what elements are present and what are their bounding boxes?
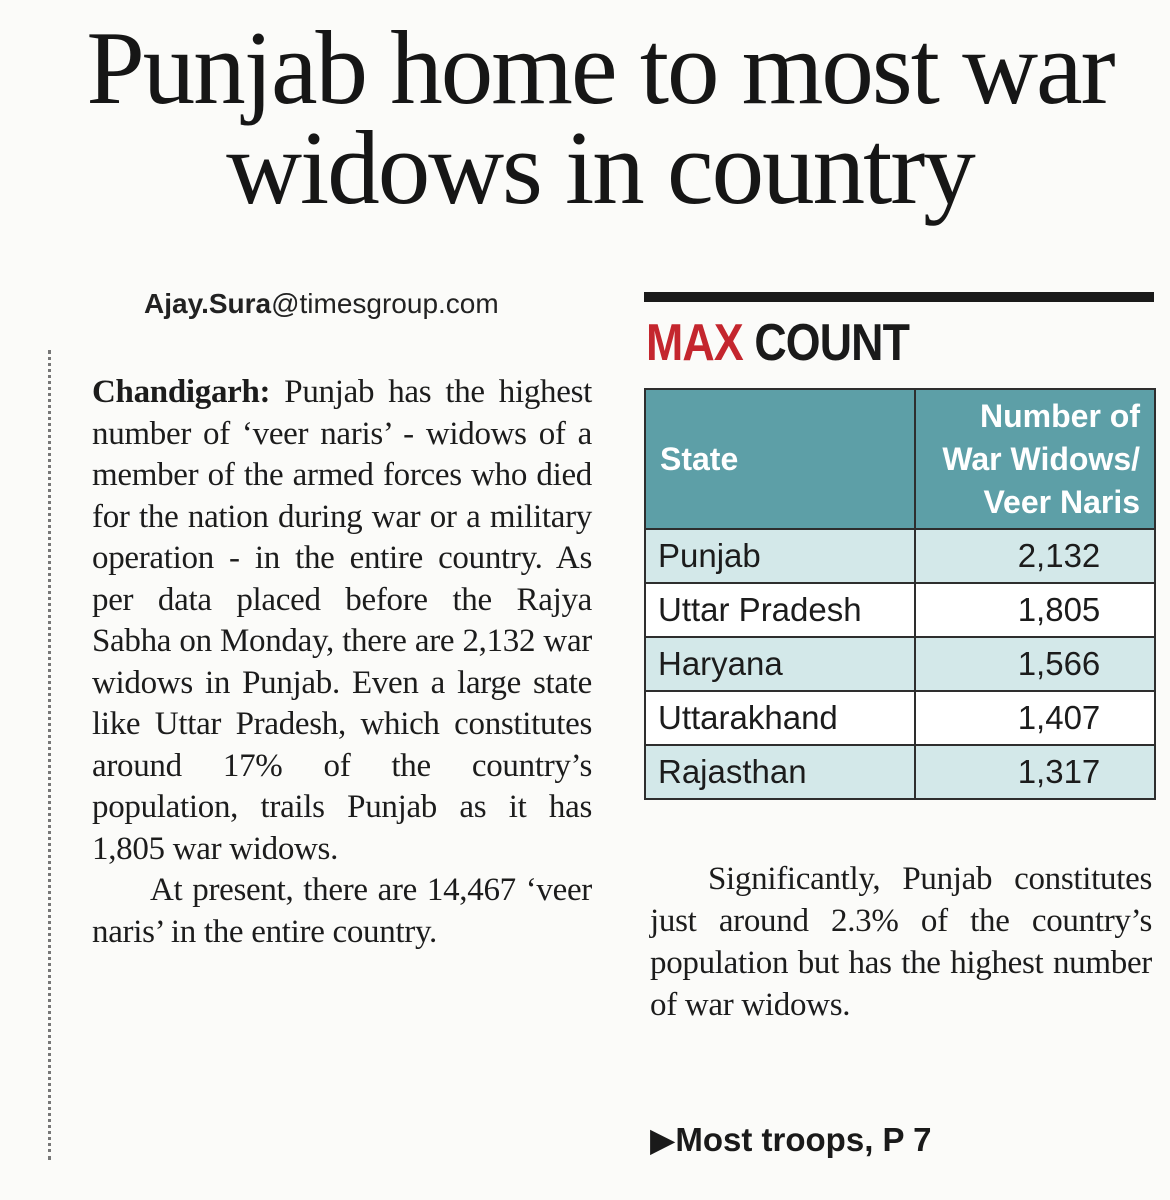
article-right-column: Significantly, Punjab constitutes just a… [650, 858, 1152, 1026]
byline-name: Ajay.Sura [144, 288, 272, 319]
state-cell: Haryana [644, 636, 916, 692]
box-title: MAX COUNT [646, 312, 910, 374]
dateline: Chandigarh: [92, 374, 271, 410]
state-cell: Punjab [644, 528, 916, 584]
count-cell: 1,407 [914, 690, 1156, 746]
table-row: Rajasthan 1,317 [644, 744, 1156, 800]
table-row: Uttarakhand 1,407 [644, 690, 1156, 746]
count-cell: 1,317 [914, 744, 1156, 800]
state-cell: Rajasthan [644, 744, 916, 800]
jump-link[interactable]: ▶Most troops, P 7 [650, 1121, 932, 1158]
byline-domain: @timesgroup.com [271, 288, 499, 319]
state-cell: Uttarakhand [644, 690, 916, 746]
war-widows-table: State Number of War Widows/ Veer Naris P… [644, 388, 1156, 800]
headline: Punjab home to most war widows in countr… [86, 9, 1115, 226]
article-paragraph-3: Significantly, Punjab constitutes just a… [650, 861, 1152, 1023]
header-count: Number of War Widows/ Veer Naris [914, 388, 1156, 530]
paragraph-1-text: Punjab has the highest number of ‘veer n… [92, 374, 593, 867]
count-cell: 1,805 [914, 582, 1156, 638]
state-cell: Uttar Pradesh [644, 582, 916, 638]
article-left-column: Chandigarh: Punjab has the highest numbe… [92, 372, 592, 953]
box-title-count: COUNT [754, 314, 910, 372]
count-cell: 2,132 [914, 528, 1156, 584]
column-divider [48, 350, 51, 1160]
table-header-row: State Number of War Widows/ Veer Naris [644, 388, 1156, 530]
table-row: Uttar Pradesh 1,805 [644, 582, 1156, 638]
article-paragraph-2: At present, there are 14,467 ‘veer naris… [92, 872, 592, 950]
table-row: Punjab 2,132 [644, 528, 1156, 584]
box-title-max: MAX [646, 314, 744, 372]
box-top-rule [644, 292, 1154, 302]
article-paragraph-1: Chandigarh: Punjab has the highest numbe… [92, 372, 592, 870]
table-row: Haryana 1,566 [644, 636, 1156, 692]
byline: Ajay.Sura@timesgroup.com [144, 288, 499, 320]
count-cell: 1,566 [914, 636, 1156, 692]
header-state: State [644, 388, 916, 530]
